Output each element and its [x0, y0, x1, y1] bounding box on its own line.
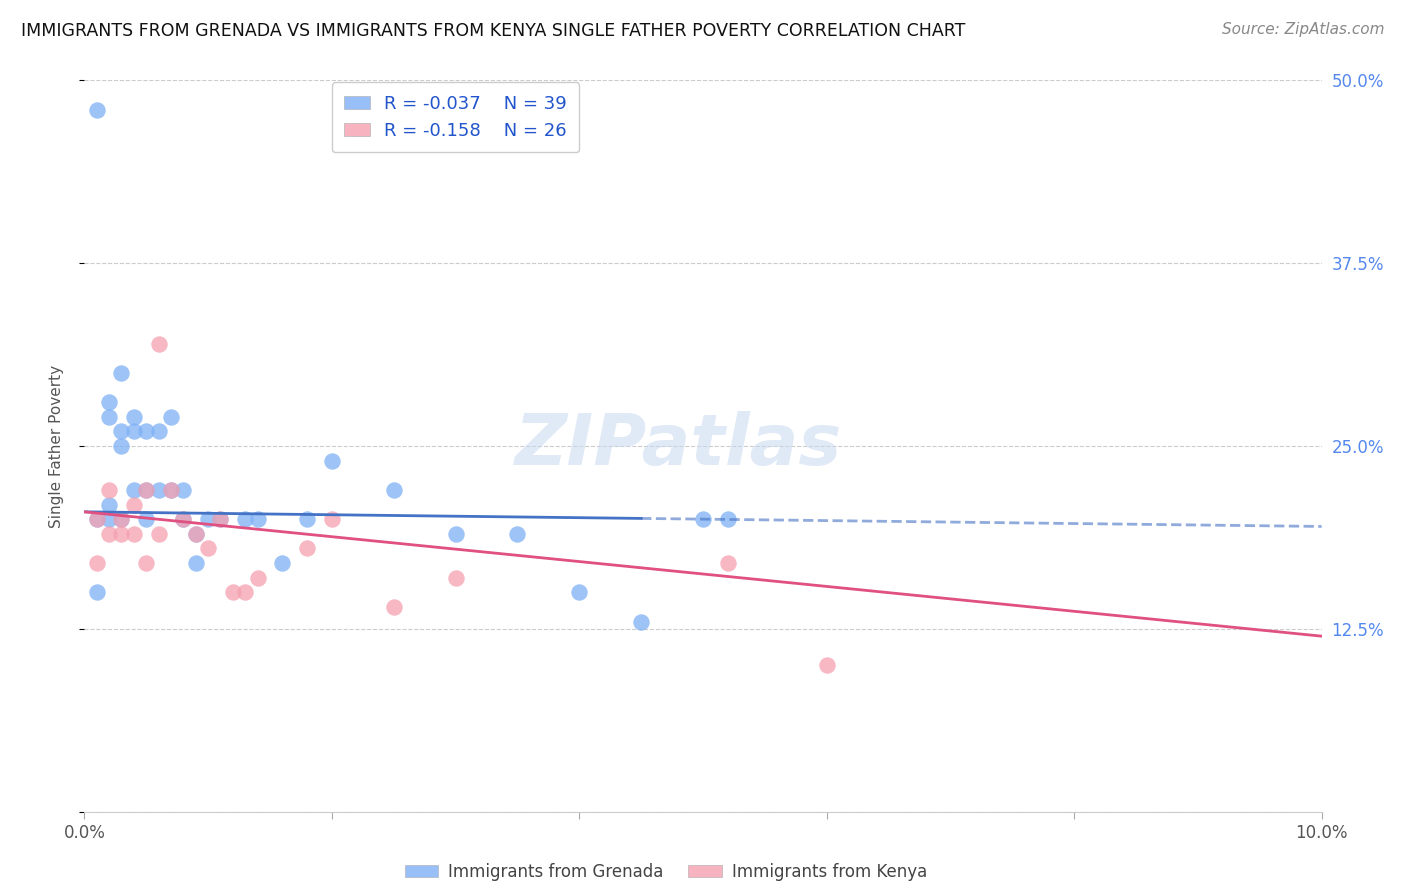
Point: [135, 483, 157, 497]
Point: [148, 425, 170, 439]
Point: [246, 512, 269, 526]
Point: [98, 498, 121, 512]
Point: [382, 483, 405, 497]
Y-axis label: Single Father Poverty: Single Father Poverty: [49, 365, 63, 527]
Point: [321, 453, 343, 467]
Point: [98, 483, 121, 497]
Point: [172, 483, 194, 497]
Legend: Immigrants from Grenada, Immigrants from Kenya: Immigrants from Grenada, Immigrants from…: [398, 856, 934, 888]
Point: [506, 526, 529, 541]
Point: [86, 556, 108, 570]
Point: [209, 512, 232, 526]
Point: [160, 483, 183, 497]
Point: [86, 585, 108, 599]
Point: [110, 366, 132, 380]
Point: [184, 556, 207, 570]
Point: [135, 483, 157, 497]
Point: [444, 526, 467, 541]
Point: [110, 425, 132, 439]
Point: [86, 103, 108, 117]
Point: [630, 615, 652, 629]
Point: [98, 526, 121, 541]
Point: [197, 512, 219, 526]
Point: [184, 526, 207, 541]
Point: [122, 425, 145, 439]
Text: ZIPatlas: ZIPatlas: [515, 411, 842, 481]
Point: [148, 526, 170, 541]
Point: [110, 526, 132, 541]
Point: [295, 512, 318, 526]
Point: [233, 512, 256, 526]
Text: Source: ZipAtlas.com: Source: ZipAtlas.com: [1222, 22, 1385, 37]
Point: [184, 526, 207, 541]
Point: [717, 512, 740, 526]
Point: [295, 541, 318, 556]
Point: [172, 512, 194, 526]
Point: [246, 571, 269, 585]
Point: [815, 658, 838, 673]
Point: [135, 556, 157, 570]
Point: [222, 585, 245, 599]
Point: [135, 512, 157, 526]
Point: [122, 483, 145, 497]
Point: [444, 571, 467, 585]
Point: [110, 439, 132, 453]
Point: [122, 526, 145, 541]
Text: IMMIGRANTS FROM GRENADA VS IMMIGRANTS FROM KENYA SINGLE FATHER POVERTY CORRELATI: IMMIGRANTS FROM GRENADA VS IMMIGRANTS FR…: [21, 22, 966, 40]
Point: [271, 556, 294, 570]
Point: [98, 512, 121, 526]
Point: [110, 512, 132, 526]
Point: [160, 409, 183, 424]
Point: [172, 512, 194, 526]
Point: [98, 395, 121, 409]
Point: [122, 498, 145, 512]
Point: [135, 425, 157, 439]
Point: [692, 512, 714, 526]
Point: [110, 512, 132, 526]
Point: [86, 512, 108, 526]
Point: [321, 512, 343, 526]
Point: [160, 483, 183, 497]
Point: [122, 409, 145, 424]
Point: [98, 409, 121, 424]
Point: [233, 585, 256, 599]
Point: [209, 512, 232, 526]
Point: [568, 585, 591, 599]
Point: [86, 512, 108, 526]
Point: [717, 556, 740, 570]
Point: [148, 336, 170, 351]
Point: [197, 541, 219, 556]
Point: [148, 483, 170, 497]
Point: [382, 599, 405, 614]
